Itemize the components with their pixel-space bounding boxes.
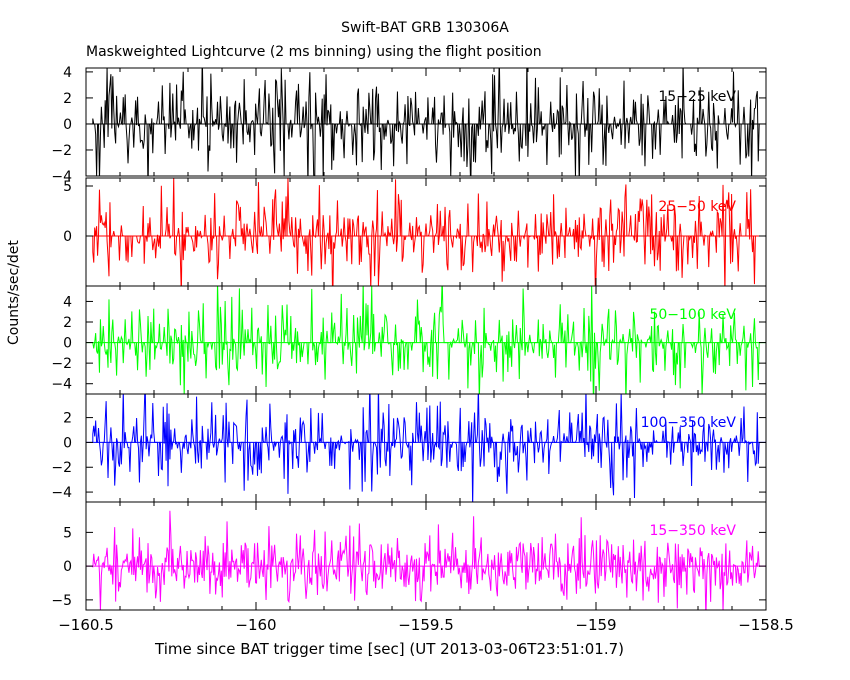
band-label: 50−100 keV <box>649 307 736 323</box>
series-line-100-350-kev <box>92 394 760 502</box>
chart-title: Swift-BAT GRB 130306A <box>341 20 509 36</box>
y-tick-label: 5 <box>63 179 72 195</box>
y-tick-label: 0 <box>63 336 72 352</box>
x-tick-label: −159.5 <box>398 616 454 634</box>
x-axis-label: Time since BAT trigger time [sec] (UT 20… <box>155 640 624 658</box>
series-line-50-100-kev <box>92 286 760 394</box>
y-tick-label: 0 <box>63 229 72 245</box>
series-line-15-350-kev <box>92 510 760 610</box>
x-tick-label: −160.5 <box>58 616 114 634</box>
x-tick-label: −159 <box>575 616 616 634</box>
x-tick-label: −158.5 <box>738 616 794 634</box>
y-tick-label: −4 <box>51 377 72 393</box>
series-line-25-50-kev <box>92 178 760 286</box>
y-tick-label: 2 <box>63 411 72 427</box>
y-tick-label: −2 <box>51 356 72 372</box>
y-tick-label: 5 <box>63 525 72 541</box>
series-line-15-25-kev <box>92 68 760 176</box>
y-tick-label: −2 <box>51 143 72 159</box>
band-label: 15−350 keV <box>649 523 736 539</box>
y-tick-label: 0 <box>63 435 72 451</box>
panel-frame <box>85 177 767 287</box>
band-label: 15−25 keV <box>658 89 736 105</box>
y-tick-label: 4 <box>63 65 72 81</box>
band-label: 100−350 keV <box>641 415 737 431</box>
y-tick-label: −4 <box>51 485 72 501</box>
y-tick-label: 2 <box>63 315 72 331</box>
chart-subtitle: Maskweighted Lightcurve (2 ms binning) u… <box>86 44 542 60</box>
y-tick-label: 2 <box>63 91 72 107</box>
x-tick-label: −160 <box>235 616 276 634</box>
y-tick-label: 0 <box>63 559 72 575</box>
y-tick-label: −4 <box>51 169 72 185</box>
y-tick-label: −2 <box>51 460 72 476</box>
y-tick-label: −5 <box>51 593 72 609</box>
band-label: 25−50 keV <box>658 199 736 215</box>
y-tick-label: 0 <box>63 117 72 133</box>
y-tick-label: 4 <box>63 294 72 310</box>
